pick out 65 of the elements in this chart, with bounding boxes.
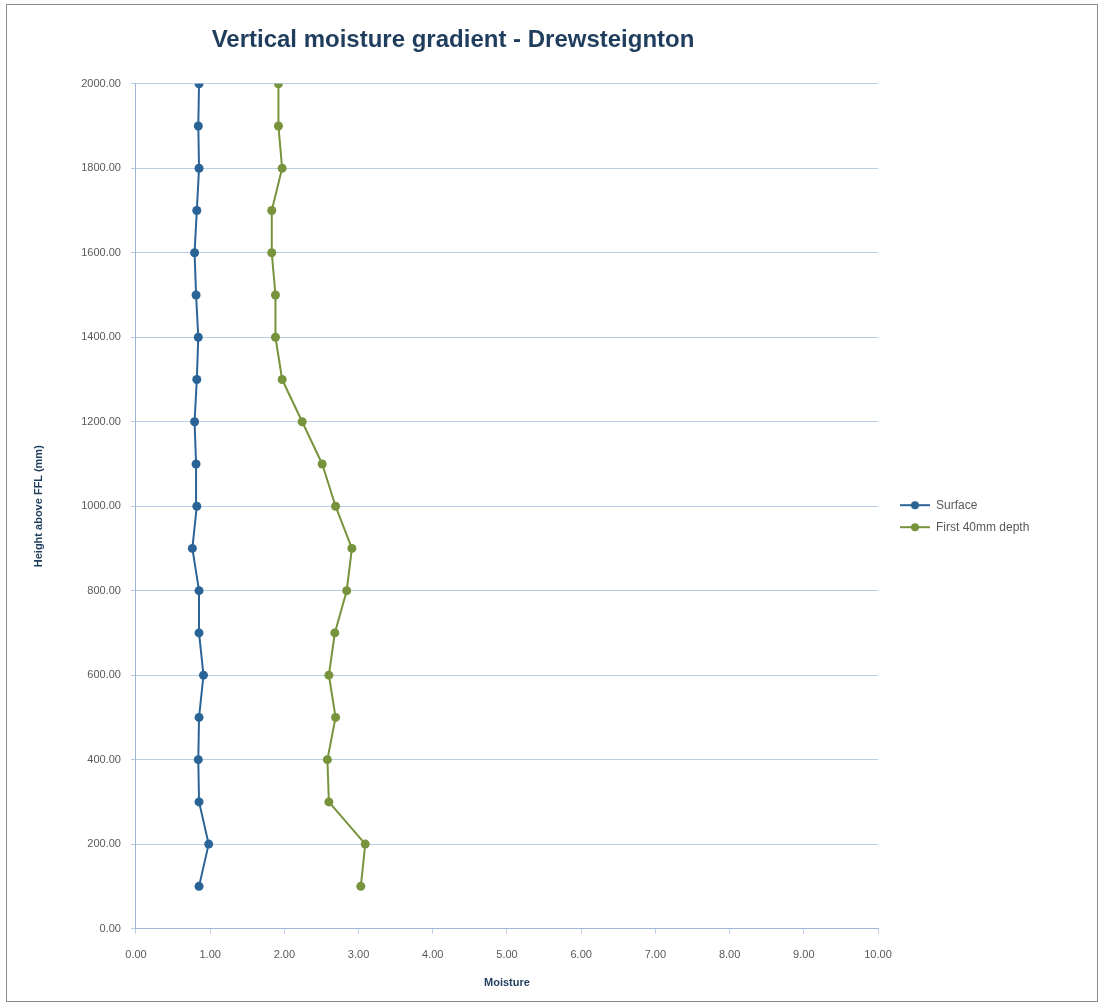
point <box>198 670 208 680</box>
x-tick-label: 4.00 <box>422 948 444 961</box>
point <box>356 881 366 891</box>
x-tick-label: 5.00 <box>496 948 518 961</box>
y-tick-label: 1000.00 <box>81 499 121 512</box>
point <box>270 290 280 300</box>
point <box>194 712 204 722</box>
y-tick-label: 800.00 <box>87 583 121 596</box>
point <box>267 206 277 216</box>
y-tick-label: 1400.00 <box>81 330 121 343</box>
y-tick-label: 600.00 <box>87 668 121 681</box>
point <box>273 121 283 131</box>
point <box>204 839 214 849</box>
point <box>277 163 287 173</box>
point <box>194 163 204 173</box>
point <box>192 501 202 511</box>
point <box>317 459 327 469</box>
point <box>277 374 287 384</box>
point <box>190 248 200 258</box>
y-tick-label: 200.00 <box>87 837 121 850</box>
point <box>194 628 204 638</box>
x-tick-label: 6.00 <box>570 948 592 961</box>
x-tick-label: 0.00 <box>125 948 147 961</box>
point <box>331 712 341 722</box>
point <box>191 290 201 300</box>
point <box>192 206 202 216</box>
x-tick-label: 3.00 <box>347 948 370 961</box>
y-axis-title: Height above FFL (mm) <box>31 444 44 568</box>
point <box>297 417 307 427</box>
point <box>360 839 370 849</box>
y-tick-label: 0.00 <box>99 921 121 934</box>
chart-title: Vertical moisture gradient - Drewsteignton <box>211 25 695 53</box>
point <box>322 755 332 765</box>
point <box>330 628 340 638</box>
x-tick-label: 10.00 <box>864 948 892 961</box>
legend-label: Surface <box>936 497 978 512</box>
point <box>342 586 352 596</box>
point <box>187 543 197 553</box>
y-tick-label: 1600.00 <box>81 245 121 258</box>
point <box>193 121 203 131</box>
point <box>347 543 357 553</box>
y-tick-label: 400.00 <box>87 752 121 765</box>
y-tick-label: 1200.00 <box>81 414 121 427</box>
point <box>191 459 201 469</box>
y-tick-label: 2000.00 <box>81 76 121 89</box>
legend-label: First 40mm depth <box>936 519 1030 534</box>
x-axis-title: Moisture <box>484 976 530 989</box>
point <box>194 881 204 891</box>
point <box>194 586 204 596</box>
x-tick-label: 9.00 <box>793 948 815 961</box>
point <box>193 755 203 765</box>
point <box>331 501 341 511</box>
point <box>190 417 200 427</box>
point <box>324 670 334 680</box>
x-tick-label: 1.00 <box>199 948 221 961</box>
y-tick-label: 1800.00 <box>81 161 121 174</box>
point <box>193 332 203 342</box>
x-tick-label: 7.00 <box>644 948 667 961</box>
point <box>270 332 280 342</box>
point <box>324 797 334 807</box>
x-tick-label: 8.00 <box>718 948 741 961</box>
point <box>267 248 277 258</box>
point <box>192 374 202 384</box>
point <box>194 797 204 807</box>
x-tick-label: 2.00 <box>273 948 296 961</box>
